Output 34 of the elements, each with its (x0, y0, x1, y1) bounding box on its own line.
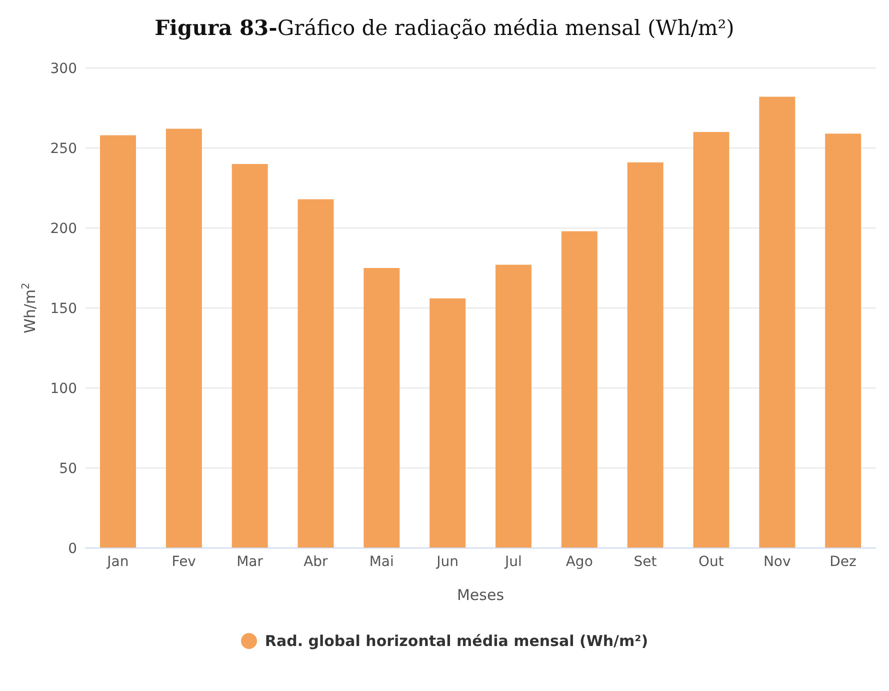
bar (430, 298, 466, 548)
bar (825, 134, 862, 548)
x-tick-label: Nov (763, 554, 791, 570)
y-tick-label: 300 (50, 60, 77, 77)
y-tick-label: 150 (50, 300, 77, 317)
y-tick-label: 50 (59, 460, 77, 477)
bar (298, 199, 334, 548)
x-tick-label: Jul (504, 554, 522, 570)
chart-title: Figura 83-Gráfico de radiação média mensal (Wh/m²) (154, 15, 734, 40)
y-tick-label: 250 (50, 140, 77, 157)
x-tick-label: Mai (369, 554, 394, 570)
x-tick-label: Out (698, 554, 724, 570)
x-tick-label: Ago (566, 554, 593, 570)
x-tick-label: Set (634, 554, 658, 570)
bar (693, 132, 730, 548)
y-tick-label: 100 (50, 380, 77, 397)
x-tick-label: Abr (304, 554, 328, 570)
y-tick-label: 0 (68, 540, 77, 557)
x-tick-label: Fev (172, 554, 196, 570)
legend-label: Rad. global horizontal média mensal (Wh/m²) (264, 632, 648, 650)
x-tick-label: Jan (106, 554, 129, 570)
bar (627, 162, 664, 548)
x-tick-label: Dez (830, 554, 856, 570)
bar (496, 264, 532, 548)
bar (364, 268, 400, 548)
x-axis-title: Meses (456, 586, 504, 604)
bar (166, 128, 202, 548)
bar (232, 164, 268, 548)
bar (100, 135, 136, 548)
bar (561, 231, 598, 548)
x-tick-label: Jun (436, 554, 458, 570)
y-tick-label: 200 (50, 220, 77, 237)
x-tick-label: Mar (236, 554, 264, 570)
bar (759, 96, 796, 548)
